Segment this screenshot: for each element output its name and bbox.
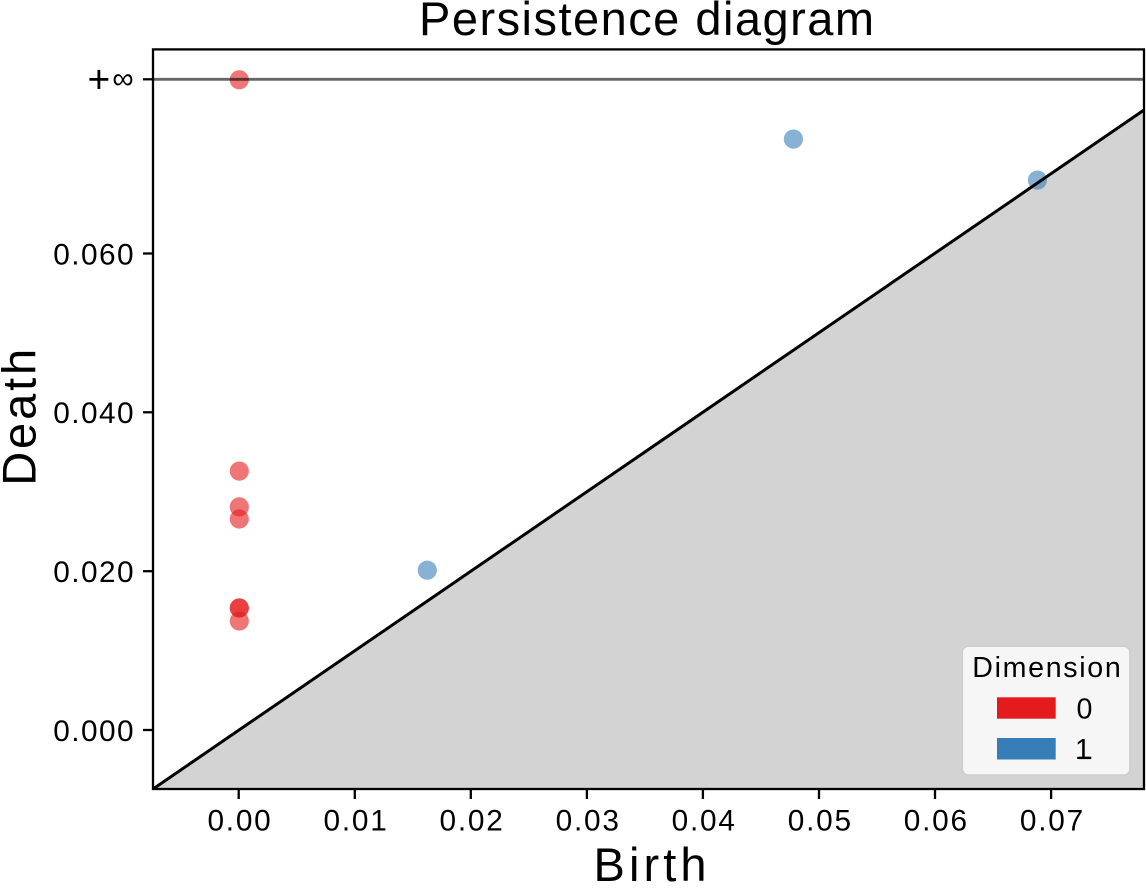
- svg-text:Dimension: Dimension: [972, 652, 1121, 684]
- svg-text:0.060: 0.060: [53, 238, 133, 271]
- svg-text:0.01: 0.01: [324, 805, 387, 838]
- svg-text:0.05: 0.05: [788, 805, 851, 838]
- svg-text:0.06: 0.06: [904, 805, 967, 838]
- svg-text:0.020: 0.020: [53, 556, 133, 589]
- svg-text:1: 1: [1075, 734, 1091, 766]
- svg-text:0.03: 0.03: [556, 805, 619, 838]
- svg-text:Birth: Birth: [594, 838, 707, 891]
- svg-text:0.00: 0.00: [207, 805, 270, 838]
- svg-text:∞: ∞: [112, 63, 133, 96]
- svg-text:+: +: [88, 59, 111, 102]
- svg-text:0.07: 0.07: [1020, 805, 1083, 838]
- svg-text:0: 0: [1077, 693, 1093, 725]
- svg-text:0.040: 0.040: [53, 397, 133, 430]
- svg-text:0.000: 0.000: [53, 715, 133, 748]
- svg-text:0.04: 0.04: [672, 805, 735, 838]
- svg-text:0.02: 0.02: [440, 805, 503, 838]
- svg-text:Persistence diagram: Persistence diagram: [419, 0, 874, 45]
- svg-text:Death: Death: [0, 349, 45, 486]
